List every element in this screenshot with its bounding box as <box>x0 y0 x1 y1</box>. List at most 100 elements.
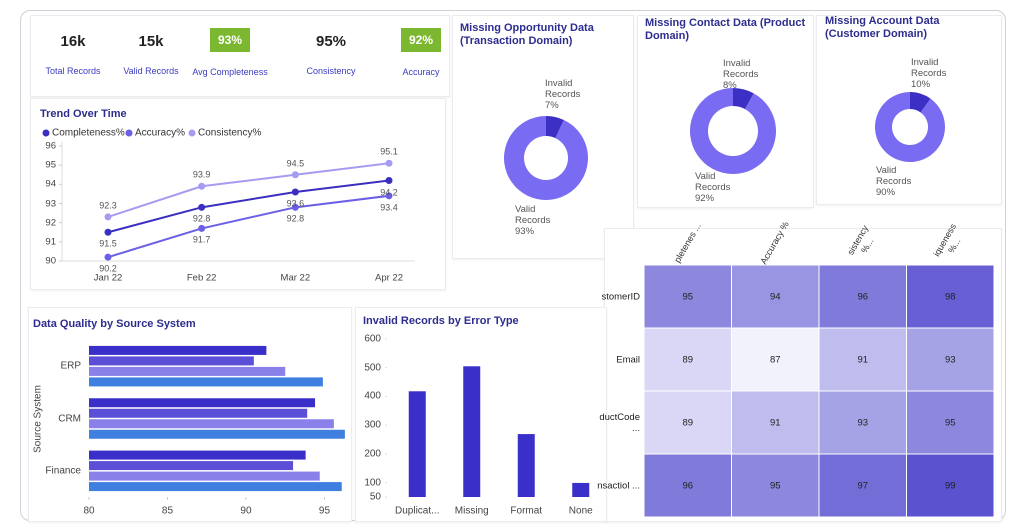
slice-value-label: 90% <box>876 187 896 198</box>
cell-label: 95 <box>944 417 956 428</box>
kpi-value: 16k <box>60 33 86 50</box>
heat-cell <box>818 453 907 518</box>
pie-slice <box>690 88 776 174</box>
y-tick-label: 50 <box>369 491 381 503</box>
point <box>104 228 112 236</box>
pie-slice <box>504 116 588 200</box>
cell-label: 99 <box>944 480 956 491</box>
heat-cell <box>643 327 732 392</box>
cell-label: 89 <box>682 417 694 428</box>
cell-label: 91 <box>769 417 781 428</box>
slice-value-label: 93% <box>515 226 535 237</box>
bar <box>89 408 308 418</box>
point <box>385 192 393 200</box>
x-tick-label: 85 <box>161 505 174 517</box>
line <box>107 194 390 259</box>
kpi-value: 92% <box>400 28 442 52</box>
legend-marker <box>42 129 50 137</box>
y-axis-title: Source System <box>32 384 44 453</box>
legend-label: Consistency% <box>198 127 262 139</box>
x-tick-label: 90 <box>240 505 252 517</box>
bar <box>463 366 481 497</box>
chart-title: Trend Over Time <box>40 108 127 120</box>
y-tick-label: 600 <box>364 333 381 345</box>
point <box>104 253 112 261</box>
heat-cell <box>818 390 907 455</box>
data-label: 92.8 <box>192 213 211 224</box>
row-label: ductCode ... <box>599 411 640 434</box>
point <box>198 224 206 232</box>
bar <box>89 419 334 429</box>
slice-value-label: 7% <box>545 100 559 111</box>
data-label: 93.9 <box>192 169 211 180</box>
y-tick-label: ERP <box>60 360 81 372</box>
bar <box>89 377 323 387</box>
slice-label: Valid Records <box>876 165 912 187</box>
data-label: 91.7 <box>192 234 211 245</box>
cell-label: 93 <box>944 354 956 365</box>
x-tick-label: 80 <box>83 505 95 517</box>
heat-cell <box>906 264 995 329</box>
y-tick-label: 91 <box>45 236 56 248</box>
cell-label: 97 <box>857 480 869 491</box>
point <box>198 182 206 190</box>
heat-cell <box>818 327 907 392</box>
point <box>385 159 393 167</box>
x-tick-label: None <box>568 505 593 517</box>
cell-label: 93 <box>857 417 869 428</box>
y-tick-label: 90 <box>45 255 56 267</box>
kpi-value: 95% <box>315 33 347 50</box>
y-tick-label: 93 <box>45 198 56 209</box>
chart-title: Missing Contact Data (Product Domain) <box>645 17 806 42</box>
chart-title: Missing Account Data (Customer Domain) <box>825 15 940 40</box>
pie-slice <box>733 88 754 110</box>
pie-panel: Missing Contact Data (Product Domain) <box>637 15 814 208</box>
x-tick-label: Mar 22 <box>280 272 311 284</box>
x-tick-label: Format <box>510 505 543 517</box>
cell-label: 95 <box>682 291 694 302</box>
legend-label: Completeness% <box>52 127 125 139</box>
legend-marker <box>188 129 196 137</box>
slice-label: Invalid Records <box>723 58 759 80</box>
chart-title: Data Quality by Source System <box>33 318 196 330</box>
y-tick-label: 400 <box>364 390 381 402</box>
point <box>104 213 112 221</box>
heat-cell <box>731 390 820 455</box>
cell-label: 95 <box>769 480 781 491</box>
heat-cell <box>731 453 820 518</box>
data-label: 93.6 <box>286 198 305 209</box>
row-label: nsactiol ... <box>597 480 640 491</box>
legend-marker <box>125 129 133 137</box>
y-tick-label: 94 <box>45 178 56 190</box>
data-label: 92.3 <box>99 200 117 211</box>
y-tick-label: 500 <box>364 362 381 374</box>
heat-cell <box>818 264 907 329</box>
data-label: 90.2 <box>99 263 117 274</box>
pie-slice <box>910 92 931 113</box>
kpi-value: 15k <box>138 33 164 50</box>
cell-label: 91 <box>857 354 869 365</box>
kpi-label: Avg Completeness <box>192 67 268 77</box>
slice-label: Invalid Records <box>911 57 947 79</box>
bar <box>89 450 306 460</box>
bar <box>408 391 426 497</box>
bar <box>517 434 535 497</box>
pie-slice <box>875 92 946 162</box>
data-label: 93.4 <box>380 202 398 213</box>
pie-panel: Missing Opportunity Data (Transaction Do… <box>452 15 634 259</box>
row-label: stomerID <box>601 291 640 302</box>
heat-cell <box>906 453 995 518</box>
point <box>385 177 393 184</box>
x-tick-label: Feb 22 <box>186 272 217 284</box>
cell-label: 94 <box>769 291 781 302</box>
y-tick-label: 92 <box>45 217 56 229</box>
slice-value-label: 8% <box>723 80 737 91</box>
cell-label: 96 <box>682 480 694 491</box>
data-label: 92.8 <box>286 213 305 224</box>
slice-label: Invalid Records <box>545 78 581 100</box>
data-label: 91.5 <box>99 238 117 249</box>
heat-cell <box>643 453 732 518</box>
bar <box>89 366 286 376</box>
y-tick-label: Finance <box>45 465 81 477</box>
